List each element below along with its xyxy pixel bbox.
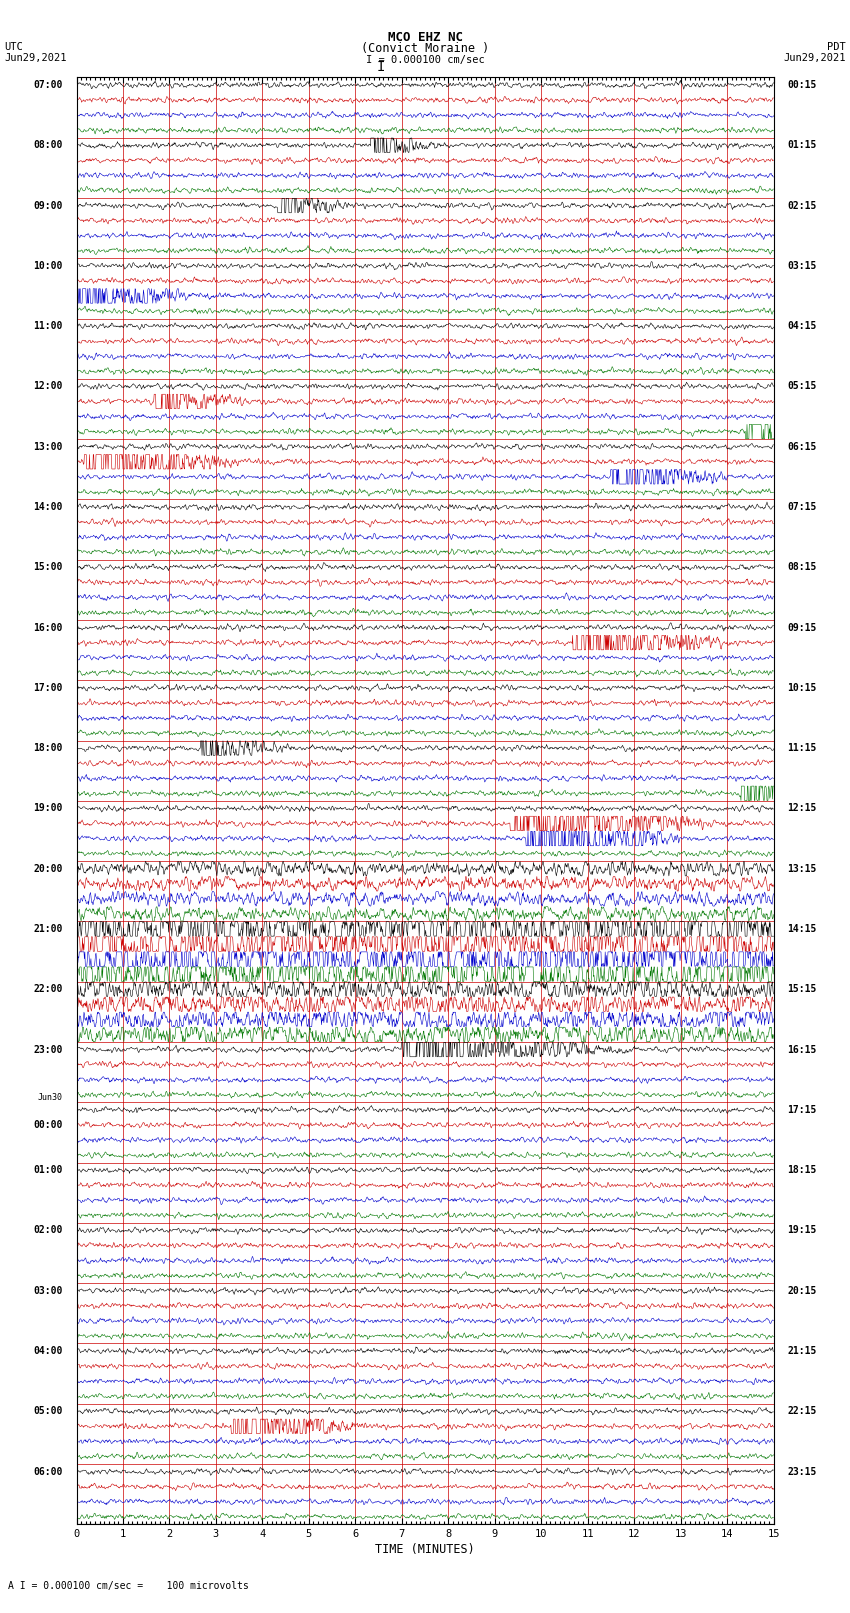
Text: 14:00: 14:00 (33, 502, 63, 511)
Text: 16:15: 16:15 (787, 1045, 817, 1055)
Text: 10:15: 10:15 (787, 682, 817, 694)
Text: UTC: UTC (4, 42, 23, 52)
Text: 17:00: 17:00 (33, 682, 63, 694)
Text: 04:15: 04:15 (787, 321, 817, 331)
Text: 12:00: 12:00 (33, 381, 63, 392)
Text: 05:00: 05:00 (33, 1407, 63, 1416)
Text: 13:15: 13:15 (787, 863, 817, 874)
Text: 09:15: 09:15 (787, 623, 817, 632)
Text: 07:00: 07:00 (33, 81, 63, 90)
Text: 10:00: 10:00 (33, 261, 63, 271)
Text: 08:00: 08:00 (33, 140, 63, 150)
Text: 19:15: 19:15 (787, 1226, 817, 1236)
Text: PDT: PDT (827, 42, 846, 52)
Text: 18:00: 18:00 (33, 744, 63, 753)
Text: 14:15: 14:15 (787, 924, 817, 934)
Text: 20:00: 20:00 (33, 863, 63, 874)
Text: 19:00: 19:00 (33, 803, 63, 813)
Text: I: I (377, 60, 385, 74)
Text: 16:00: 16:00 (33, 623, 63, 632)
Text: 21:00: 21:00 (33, 924, 63, 934)
Text: 21:15: 21:15 (787, 1345, 817, 1357)
X-axis label: TIME (MINUTES): TIME (MINUTES) (375, 1544, 475, 1557)
Text: 23:15: 23:15 (787, 1466, 817, 1476)
Text: Jun29,2021: Jun29,2021 (4, 53, 67, 63)
Text: I = 0.000100 cm/sec: I = 0.000100 cm/sec (366, 55, 484, 65)
Text: 12:15: 12:15 (787, 803, 817, 813)
Text: 23:00: 23:00 (33, 1045, 63, 1055)
Text: 05:15: 05:15 (787, 381, 817, 392)
Text: (Convict Moraine ): (Convict Moraine ) (361, 42, 489, 55)
Text: 06:15: 06:15 (787, 442, 817, 452)
Text: 07:15: 07:15 (787, 502, 817, 511)
Text: 11:15: 11:15 (787, 744, 817, 753)
Text: 02:00: 02:00 (33, 1226, 63, 1236)
Text: Jun30: Jun30 (37, 1094, 63, 1102)
Text: 18:15: 18:15 (787, 1165, 817, 1176)
Text: 06:00: 06:00 (33, 1466, 63, 1476)
Text: 08:15: 08:15 (787, 563, 817, 573)
Text: 09:00: 09:00 (33, 200, 63, 211)
Text: 20:15: 20:15 (787, 1286, 817, 1295)
Text: 00:00: 00:00 (33, 1119, 63, 1129)
Text: 22:15: 22:15 (787, 1407, 817, 1416)
Text: 15:00: 15:00 (33, 563, 63, 573)
Text: 02:15: 02:15 (787, 200, 817, 211)
Text: 03:15: 03:15 (787, 261, 817, 271)
Text: 04:00: 04:00 (33, 1345, 63, 1357)
Text: 00:15: 00:15 (787, 81, 817, 90)
Text: 17:15: 17:15 (787, 1105, 817, 1115)
Text: 11:00: 11:00 (33, 321, 63, 331)
Text: 01:00: 01:00 (33, 1165, 63, 1176)
Text: 13:00: 13:00 (33, 442, 63, 452)
Text: MCO EHZ NC: MCO EHZ NC (388, 31, 462, 44)
Text: 22:00: 22:00 (33, 984, 63, 994)
Text: 03:00: 03:00 (33, 1286, 63, 1295)
Text: A I = 0.000100 cm/sec =    100 microvolts: A I = 0.000100 cm/sec = 100 microvolts (8, 1581, 249, 1590)
Text: 15:15: 15:15 (787, 984, 817, 994)
Text: 01:15: 01:15 (787, 140, 817, 150)
Text: Jun29,2021: Jun29,2021 (783, 53, 846, 63)
